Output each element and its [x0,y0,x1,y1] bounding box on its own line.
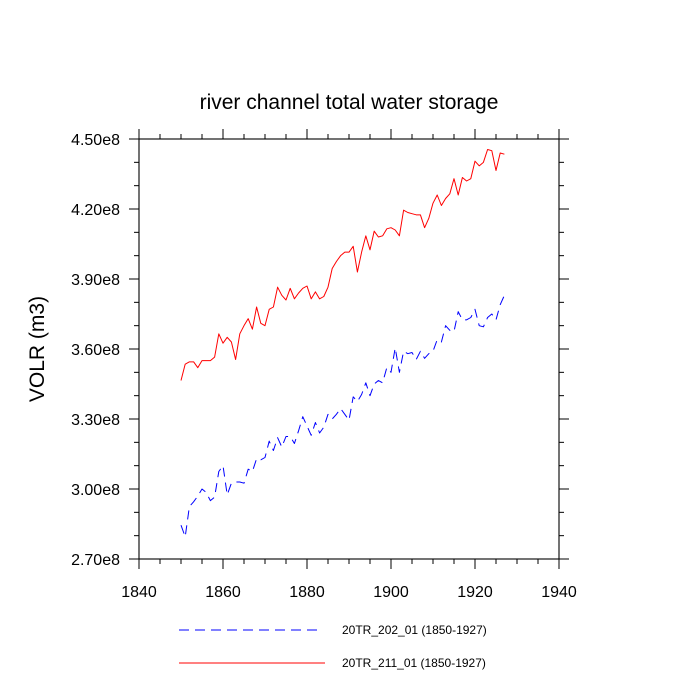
y-axis-label: VOLR (m3) [26,296,49,402]
plot-border [138,138,560,560]
legend-label-20tr-211-01: 20TR_211_01 (1850-1927) [342,656,486,670]
x-tick-label: 1940 [541,584,577,601]
series-layer [180,149,505,538]
y-tick-label: 3.60e8 [71,342,120,359]
y-tick-label: 3.90e8 [71,272,120,289]
legend: 20TR_202_01 (1850-1927) 20TR_211_01 (185… [179,623,487,670]
plot-frame [138,138,560,560]
x-tick-labels: 1840 1860 1880 1900 1920 1940 [121,584,577,601]
legend-label-20tr-202-01: 20TR_202_01 (1850-1927) [342,623,487,637]
y-tick-label: 4.20e8 [71,202,120,219]
x-tick-label: 1900 [373,584,409,601]
y-tick-label: 3.00e8 [71,482,120,499]
x-tick-label: 1920 [457,584,493,601]
series-line-20tr-211-01 [180,149,505,381]
y-tick-label: 3.30e8 [71,412,120,429]
series-line-20tr-202-01 [180,295,505,538]
x-tick-label: 1860 [205,584,241,601]
y-tick-label: 2.70e8 [71,552,120,569]
axis-ticks [129,129,569,569]
x-tick-label: 1880 [289,584,325,601]
chart-title: river channel total water storage [200,91,499,114]
y-tick-label: 4.50e8 [71,132,120,149]
y-tick-labels: 2.70e8 3.00e8 3.30e8 3.60e8 3.90e8 4.20e8 4.50… [71,132,120,569]
x-tick-label: 1840 [121,584,157,601]
